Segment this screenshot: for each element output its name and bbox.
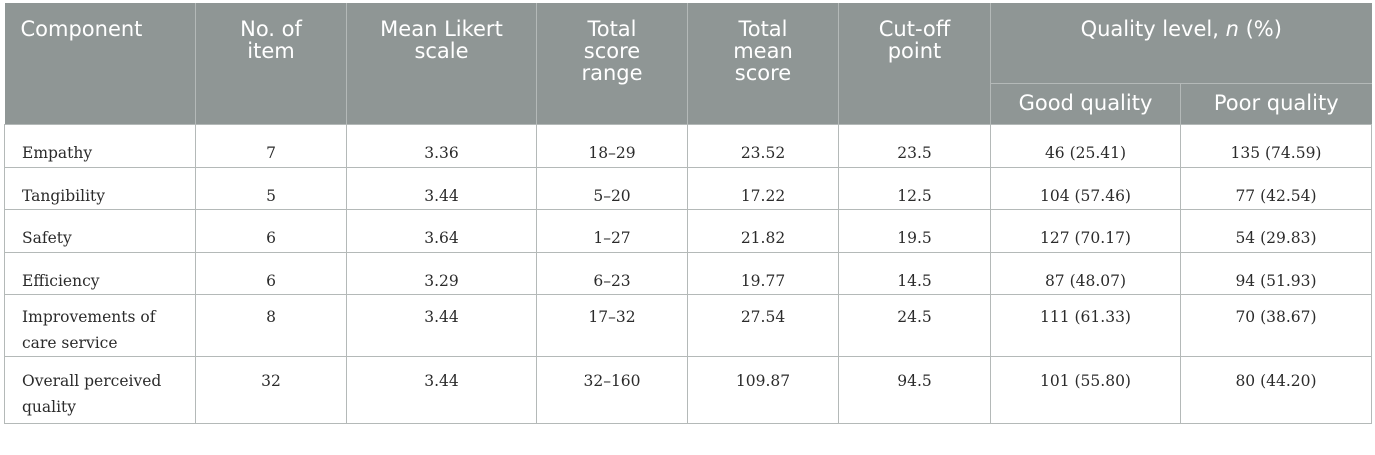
cell-good: 87 (48.07) — [990, 252, 1181, 295]
cell-poor: 54 (29.83) — [1180, 209, 1372, 253]
cell-items: 32 — [195, 356, 347, 424]
subheader-row: Good quality Poor quality — [5, 83, 1372, 125]
header-no-of-item: No. of item — [195, 3, 347, 125]
cell-component: Efficiency — [4, 252, 196, 295]
table-row: Safety 6 3.64 1–27 21.82 19.5 127 (70.17… — [4, 209, 1372, 253]
cell-total-mean: 27.54 — [687, 294, 839, 357]
data-table-container: Component No. of item Mean Likert scale … — [4, 3, 1372, 424]
cell-component: Tangibility — [4, 167, 196, 210]
table-row: Improvements of care service 8 3.44 17–3… — [4, 294, 1372, 357]
header-quality-level-suffix: (%) — [1238, 17, 1282, 41]
header-quality-level: Quality level, n (%) — [990, 3, 1372, 84]
cell-component: Improvements of care service — [4, 294, 196, 357]
header-total-mean-score-text: Total mean score — [733, 17, 793, 85]
cell-component: Empathy — [4, 124, 196, 168]
cell-cutoff: 14.5 — [838, 252, 991, 295]
cell-mean: 3.44 — [346, 294, 537, 357]
cell-good: 111 (61.33) — [990, 294, 1181, 357]
header-quality-level-n: n — [1225, 17, 1239, 41]
table-row: Efficiency 6 3.29 6–23 19.77 14.5 87 (48… — [4, 252, 1372, 295]
cell-good: 127 (70.17) — [990, 209, 1181, 253]
cell-total-mean: 21.82 — [687, 209, 839, 253]
cell-range: 1–27 — [536, 209, 688, 253]
cell-mean: 3.44 — [346, 167, 537, 210]
cell-component: Overall perceived quality — [4, 356, 196, 424]
table-row: Tangibility 5 3.44 5–20 17.22 12.5 104 (… — [4, 167, 1372, 210]
header-quality-level-prefix: Quality level, — [1080, 17, 1226, 41]
cell-cutoff: 94.5 — [838, 356, 991, 424]
cell-component-text: Overall perceived quality — [22, 371, 162, 416]
cell-range: 6–23 — [536, 252, 688, 295]
header-mean-likert-text: Mean Likert scale — [380, 17, 503, 63]
cell-range: 32–160 — [536, 356, 688, 424]
cell-range: 18–29 — [536, 124, 688, 168]
cell-cutoff: 24.5 — [838, 294, 991, 357]
cell-cutoff: 12.5 — [838, 167, 991, 210]
cell-poor: 77 (42.54) — [1180, 167, 1372, 210]
cell-items: 5 — [195, 167, 347, 210]
cell-total-mean: 17.22 — [687, 167, 839, 210]
header-good-quality: Good quality — [990, 83, 1181, 125]
cell-total-mean: 23.52 — [687, 124, 839, 168]
cell-items: 8 — [195, 294, 347, 357]
quality-table: Component No. of item Mean Likert scale … — [4, 3, 1372, 424]
cell-mean: 3.44 — [346, 356, 537, 424]
cell-poor: 94 (51.93) — [1180, 252, 1372, 295]
cell-component: Safety — [4, 209, 196, 253]
header-total-score-range: Total score range — [536, 3, 688, 125]
cell-range: 5–20 — [536, 167, 688, 210]
cell-cutoff: 19.5 — [838, 209, 991, 253]
table-row: Overall perceived quality 32 3.44 32–160… — [4, 356, 1372, 424]
header-row: Component No. of item Mean Likert scale … — [4, 3, 1372, 125]
cell-mean: 3.36 — [346, 124, 537, 168]
cell-total-mean: 109.87 — [687, 356, 839, 424]
header-poor-quality: Poor quality — [1180, 83, 1372, 125]
cell-good: 104 (57.46) — [990, 167, 1181, 210]
header-mean-likert: Mean Likert scale — [346, 3, 537, 125]
cell-poor: 135 (74.59) — [1180, 124, 1372, 168]
cell-items: 6 — [195, 209, 347, 253]
cell-poor: 80 (44.20) — [1180, 356, 1372, 424]
cell-good: 46 (25.41) — [990, 124, 1181, 168]
cell-total-mean: 19.77 — [687, 252, 839, 295]
cell-range: 17–32 — [536, 294, 688, 357]
header-no-of-item-text: No. of item — [240, 17, 302, 63]
header-cutoff-point: Cut-off point — [838, 3, 991, 125]
cell-items: 7 — [195, 124, 347, 168]
table-row: Empathy 7 3.36 18–29 23.52 23.5 46 (25.4… — [4, 124, 1372, 168]
header-total-score-range-text: Total score range — [581, 17, 643, 85]
cell-cutoff: 23.5 — [838, 124, 991, 168]
cell-good: 101 (55.80) — [990, 356, 1181, 424]
header-component: Component — [4, 3, 196, 125]
cell-poor: 70 (38.67) — [1180, 294, 1372, 357]
cell-mean: 3.64 — [346, 209, 537, 253]
cell-items: 6 — [195, 252, 347, 295]
header-total-mean-score: Total mean score — [687, 3, 839, 125]
header-cutoff-text: Cut-off point — [878, 17, 951, 63]
cell-component-text: Improvements of care service — [22, 307, 156, 352]
cell-mean: 3.29 — [346, 252, 537, 295]
